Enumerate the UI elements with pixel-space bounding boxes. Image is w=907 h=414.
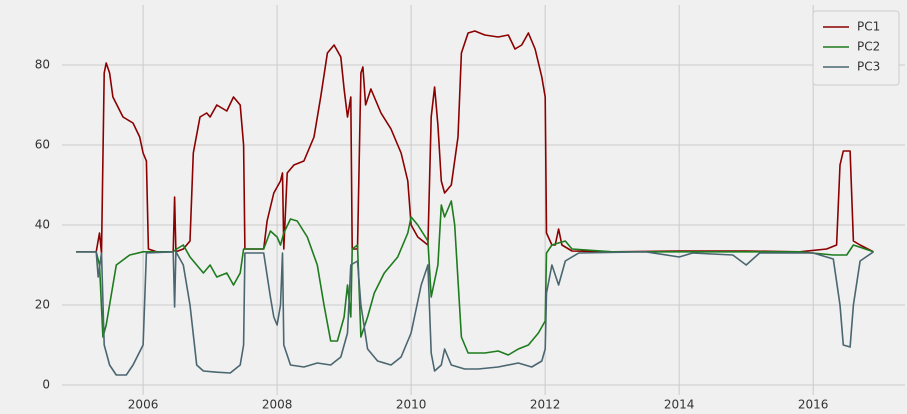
y-tick-label: 80 xyxy=(35,58,50,72)
y-tick-label: 60 xyxy=(35,138,50,152)
series-line xyxy=(76,251,874,376)
x-tick-label: 2010 xyxy=(396,398,427,412)
series-line xyxy=(76,200,874,356)
grid: 0 20 40 60 80 2006 2008 2010 2012 2014 2016 xyxy=(35,5,905,412)
legend: PC1 PC2 PC3 xyxy=(812,10,900,86)
lines xyxy=(76,30,874,376)
y-tick-label: 0 xyxy=(42,378,50,392)
y-tick-label: 40 xyxy=(35,218,50,232)
x-tick-label: 2016 xyxy=(798,398,829,412)
legend-label: PC2 xyxy=(857,40,880,54)
y-tick-label: 20 xyxy=(35,298,50,312)
x-tick-label: 2014 xyxy=(664,398,695,412)
legend-label: PC1 xyxy=(857,20,880,34)
legend-box xyxy=(812,10,900,86)
x-tick-label: 2006 xyxy=(128,398,159,412)
legend-label: PC3 xyxy=(857,60,880,74)
x-tick-label: 2008 xyxy=(262,398,293,412)
x-tick-label: 2012 xyxy=(530,398,561,412)
